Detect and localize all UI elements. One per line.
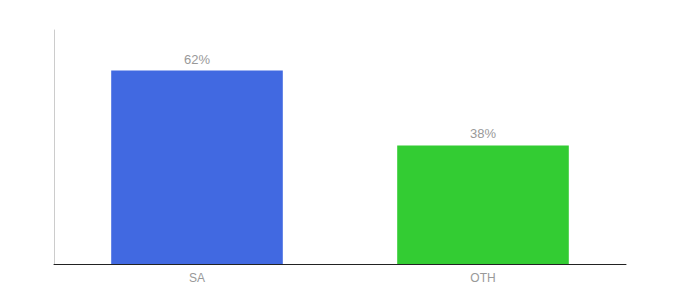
svg-text:OTH: OTH <box>470 271 495 285</box>
svg-text:SA: SA <box>189 271 205 285</box>
svg-text:62%: 62% <box>184 52 210 67</box>
svg-text:38%: 38% <box>470 126 496 141</box>
